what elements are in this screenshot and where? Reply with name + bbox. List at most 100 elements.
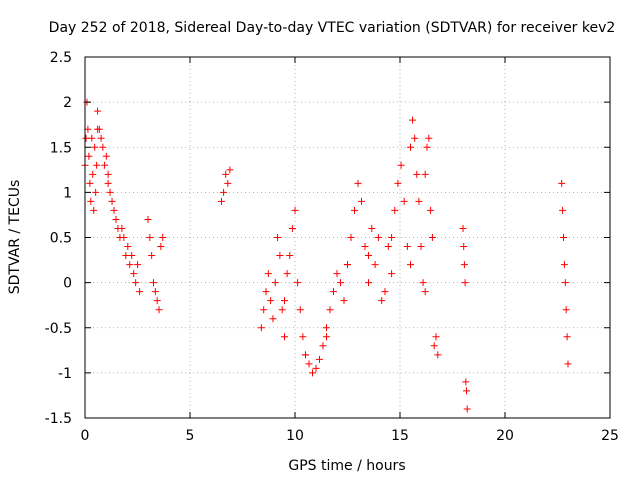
data-point xyxy=(351,206,358,214)
x-tick-label: 20 xyxy=(496,428,514,444)
data-point xyxy=(305,360,313,368)
data-point xyxy=(347,234,355,241)
data-point xyxy=(371,261,379,269)
data-point xyxy=(427,206,435,214)
y-tick-label: -0.5 xyxy=(45,321,72,337)
data-point xyxy=(274,234,282,241)
data-point xyxy=(260,306,268,314)
data-point xyxy=(432,333,440,341)
data-point xyxy=(269,315,277,323)
data-point xyxy=(462,378,470,386)
y-axis-label: SDTVAR / TECUs xyxy=(7,180,23,295)
data-point xyxy=(365,252,372,260)
data-point xyxy=(257,324,265,332)
data-point xyxy=(368,224,376,232)
data-point xyxy=(323,324,330,332)
data-point xyxy=(563,333,571,341)
data-point xyxy=(409,116,417,124)
data-point xyxy=(89,170,97,178)
data-point xyxy=(428,234,436,241)
data-point xyxy=(560,261,568,269)
data-point xyxy=(407,261,414,269)
grid-lines xyxy=(85,57,610,418)
data-point xyxy=(291,206,299,214)
data-point xyxy=(222,170,230,178)
data-point xyxy=(358,197,365,205)
x-tick-label: 10 xyxy=(286,428,304,444)
data-point xyxy=(415,197,423,205)
x-tick-labels: 0 5 10 15 20 25 xyxy=(81,428,619,444)
data-point xyxy=(97,134,105,142)
y-tick-label: 2 xyxy=(63,95,72,111)
data-point xyxy=(403,243,411,251)
data-point xyxy=(262,288,270,296)
data-point xyxy=(562,306,570,314)
data-point xyxy=(151,288,159,296)
data-point xyxy=(220,188,228,196)
data-point xyxy=(430,342,438,350)
data-point xyxy=(463,405,471,413)
data-point xyxy=(561,279,569,287)
data-point xyxy=(361,243,369,251)
data-point xyxy=(132,279,140,287)
data-point xyxy=(316,355,323,363)
data-point xyxy=(104,170,112,178)
data-point xyxy=(87,197,95,205)
data-point xyxy=(104,179,112,187)
data-point xyxy=(128,252,136,260)
x-tick-label: 0 xyxy=(81,428,90,444)
data-point xyxy=(218,197,225,205)
data-point xyxy=(417,243,425,251)
data-point xyxy=(326,306,334,314)
y-tick-label: 0 xyxy=(63,276,72,292)
data-point xyxy=(344,261,351,269)
data-point xyxy=(294,279,302,287)
data-point xyxy=(101,161,109,169)
data-point xyxy=(407,143,414,151)
data-point xyxy=(267,297,275,305)
x-tick-label: 15 xyxy=(391,428,409,444)
data-point xyxy=(413,170,421,178)
data-point xyxy=(388,234,396,241)
data-point xyxy=(95,125,103,133)
data-point xyxy=(319,342,327,350)
data-point xyxy=(381,288,389,296)
data-point xyxy=(337,279,344,287)
data-point xyxy=(460,243,468,251)
data-point xyxy=(278,306,286,314)
data-point xyxy=(88,134,96,142)
axis-ticks xyxy=(84,56,611,419)
data-point xyxy=(461,279,469,287)
data-point xyxy=(86,179,94,187)
x-tick-label: 25 xyxy=(601,428,619,444)
data-point xyxy=(378,297,386,305)
data-point xyxy=(330,288,337,296)
data-point xyxy=(391,206,399,214)
data-point xyxy=(91,143,99,151)
data-point xyxy=(421,288,429,296)
y-tick-label: 1.5 xyxy=(50,140,72,156)
data-point xyxy=(110,206,118,214)
data-point xyxy=(90,206,98,214)
x-tick-label: 5 xyxy=(186,428,195,444)
data-point xyxy=(146,234,154,241)
data-point xyxy=(271,279,279,287)
data-point xyxy=(374,234,382,241)
data-point xyxy=(286,252,294,260)
data-point xyxy=(354,179,362,187)
data-point xyxy=(309,369,316,377)
data-point xyxy=(388,270,396,278)
data-point xyxy=(94,107,102,115)
y-tick-label: -1.5 xyxy=(45,411,72,427)
data-point xyxy=(425,134,433,142)
data-point xyxy=(92,188,100,196)
data-point xyxy=(99,143,107,151)
data-point xyxy=(112,215,120,223)
data-point xyxy=(558,179,566,187)
data-point xyxy=(93,161,101,169)
data-point xyxy=(460,261,468,269)
data-point xyxy=(333,270,341,278)
y-tick-label: 1 xyxy=(63,185,72,201)
data-point xyxy=(423,143,431,151)
